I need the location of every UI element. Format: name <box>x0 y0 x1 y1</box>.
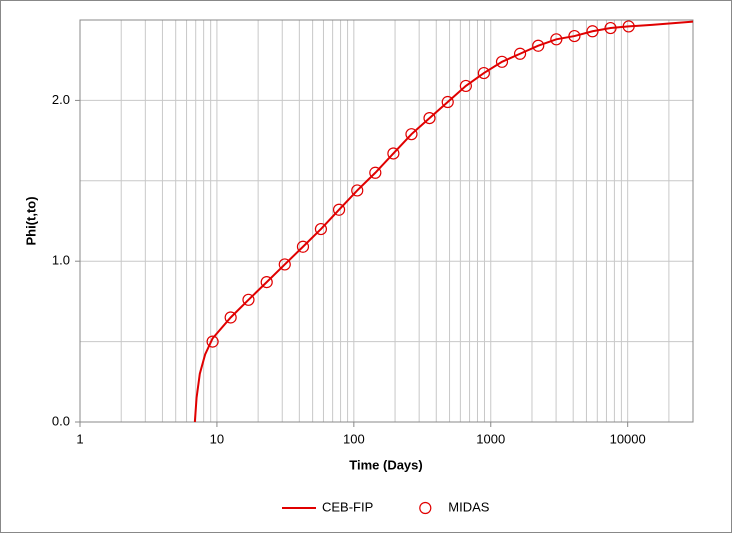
x-tick-label: 100 <box>343 431 365 446</box>
y-axis-title: Phi(t,to) <box>23 196 38 245</box>
data-line <box>193 20 694 423</box>
data-point <box>369 166 382 179</box>
data-point <box>206 335 219 348</box>
y-tick-label: 2.0 <box>52 92 70 107</box>
data-point <box>242 293 255 306</box>
data-point <box>405 128 418 141</box>
data-point <box>532 39 545 52</box>
y-tick-label: 1.0 <box>52 253 70 268</box>
legend-swatch <box>419 501 432 515</box>
data-point <box>622 20 635 33</box>
data-point <box>513 47 527 60</box>
data-point <box>586 25 599 38</box>
data-point <box>568 29 581 43</box>
data-point <box>314 222 328 236</box>
data-point <box>459 79 472 93</box>
y-tick-label: 0.0 <box>52 413 70 428</box>
data-point <box>495 55 509 68</box>
data-point <box>423 111 436 125</box>
data-point <box>278 258 291 271</box>
data-point <box>351 184 364 197</box>
data-point <box>332 203 346 216</box>
data-point <box>441 95 454 109</box>
plot-frame <box>79 19 694 423</box>
data-point <box>224 311 237 324</box>
x-tick-label: 10000 <box>610 431 646 446</box>
x-axis-title: Time (Days) <box>349 457 422 472</box>
x-tick-label: 1000 <box>476 431 505 446</box>
data-point <box>296 240 310 253</box>
x-tick-label: 1 <box>76 431 83 446</box>
data-point <box>387 147 400 160</box>
legend-label: CEB-FIP <box>322 499 373 514</box>
data-point <box>550 33 563 46</box>
data-point <box>604 21 617 35</box>
x-tick-label: 10 <box>210 431 224 446</box>
data-point <box>260 276 273 289</box>
data-point <box>477 66 490 80</box>
legend-label: MIDAS <box>448 499 490 514</box>
